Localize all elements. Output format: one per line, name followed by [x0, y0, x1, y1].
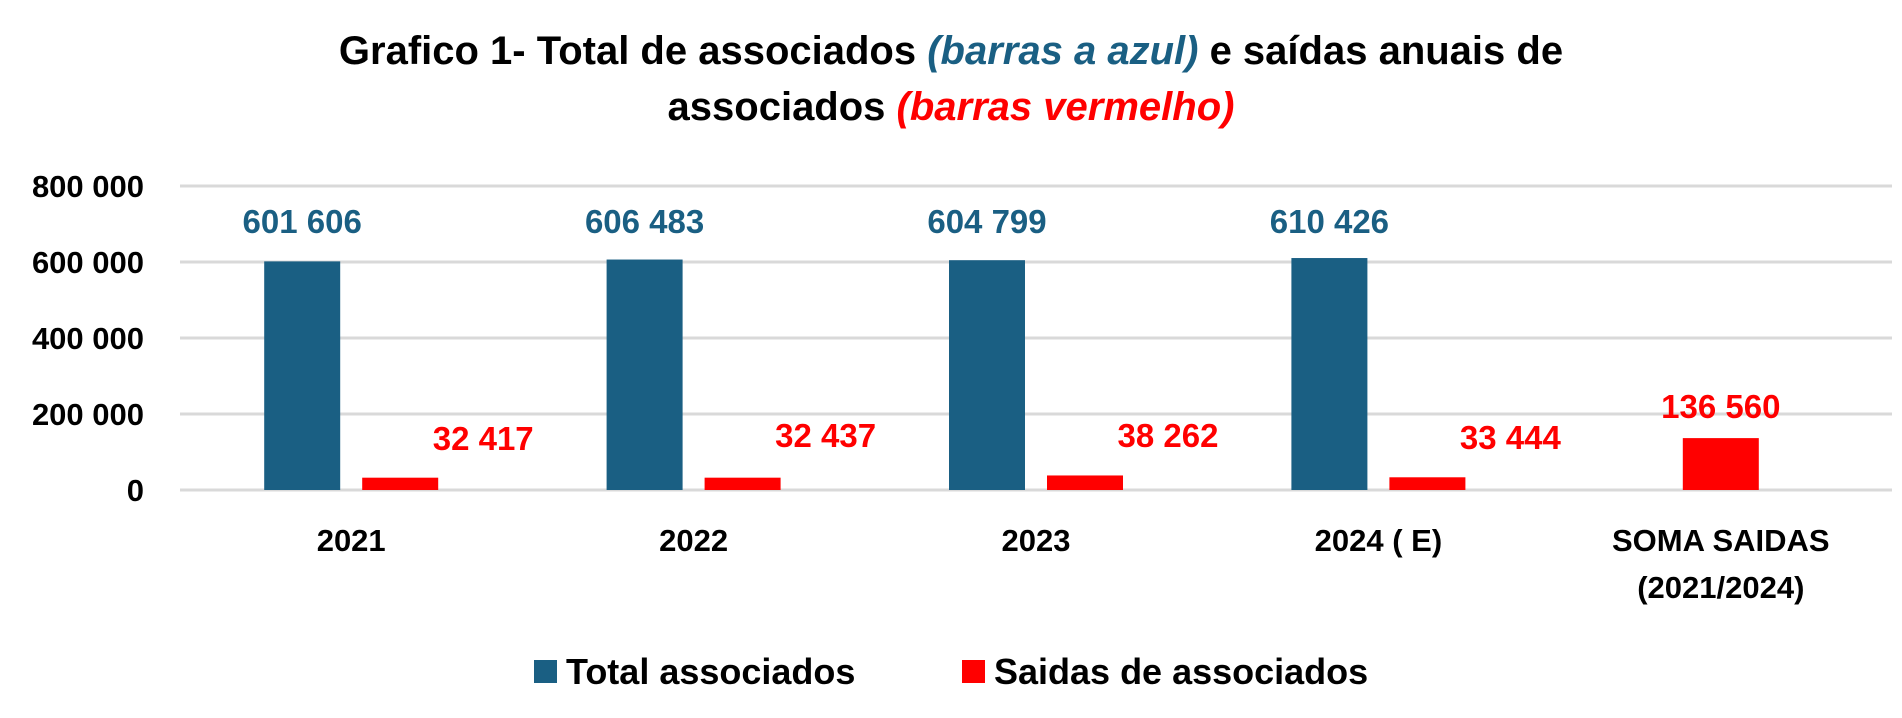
data-labels: 601 606 606 483 604 799 610 426 32 417 32 437…	[243, 203, 1781, 457]
data-label: 610 426	[1270, 203, 1389, 240]
bars	[264, 258, 1759, 490]
x-tick-label: (2021/2024)	[1637, 570, 1804, 605]
x-tick-label: 2024 ( E)	[1315, 523, 1443, 558]
data-label: 606 483	[585, 203, 704, 240]
bar-saidas	[1389, 477, 1466, 490]
data-label: 601 606	[243, 203, 362, 240]
data-label: 136 560	[1661, 388, 1780, 425]
chart-title: Grafico 1- Total de associados (barras a…	[339, 29, 1563, 129]
title-segment: e saídas anuais de	[1198, 29, 1563, 73]
gridlines	[180, 184, 1892, 492]
title-segment: (barras a azul)	[927, 29, 1198, 73]
title-segment: (barras vermelho)	[897, 85, 1235, 129]
y-tick-label: 600 000	[32, 245, 144, 280]
legend: Total associados Saidas de associados	[534, 651, 1368, 692]
data-label: 32 437	[775, 417, 876, 454]
bar-saidas	[362, 477, 439, 490]
bar-total	[1291, 258, 1368, 490]
y-tick-label: 0	[127, 473, 144, 508]
bar-saidas	[1047, 475, 1123, 490]
x-axis-ticks: 2021 2022 2023 2024 ( E) SOMA SAIDAS (2021/20…	[317, 523, 1830, 605]
x-tick-label: SOMA SAIDAS	[1612, 523, 1830, 558]
legend-item-saidas: Saidas de associados	[962, 651, 1368, 692]
x-tick-label: 2021	[317, 523, 386, 558]
bar-total	[606, 259, 683, 490]
x-tick-label: 2022	[659, 523, 728, 558]
title-segment: associados	[668, 85, 897, 129]
title-segment: Grafico 1- Total de associados	[339, 29, 927, 73]
legend-label: Total associados	[566, 651, 855, 692]
y-tick-label: 800 000	[32, 169, 144, 204]
data-label: 38 262	[1118, 417, 1219, 454]
bar-total	[949, 260, 1025, 490]
legend-item-total: Total associados	[534, 651, 855, 692]
legend-swatch	[962, 660, 985, 683]
bar-saidas	[704, 477, 781, 490]
bar-saidas	[1682, 438, 1759, 490]
data-label: 33 444	[1460, 419, 1562, 456]
legend-label: Saidas de associados	[994, 651, 1368, 692]
data-label: 604 799	[927, 203, 1046, 240]
title-line-1: Grafico 1- Total de associados (barras a…	[339, 29, 1563, 73]
y-axis-ticks: 0 200 000 400 000 600 000 800 000	[32, 169, 144, 508]
bar-total	[264, 261, 341, 490]
y-tick-label: 400 000	[32, 321, 144, 356]
y-tick-label: 200 000	[32, 397, 144, 432]
title-line-2: associados (barras vermelho)	[668, 85, 1235, 129]
legend-swatch	[534, 660, 557, 683]
x-tick-label: 2023	[1002, 523, 1071, 558]
data-label: 32 417	[433, 420, 534, 457]
